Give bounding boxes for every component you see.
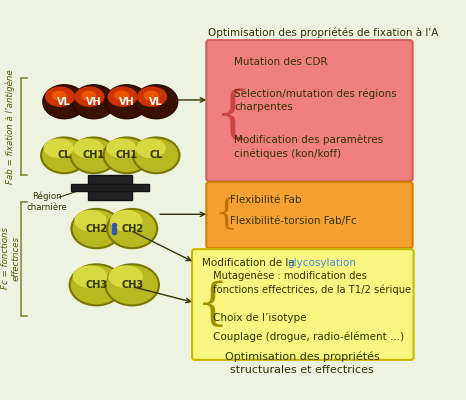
FancyBboxPatch shape <box>206 40 412 181</box>
Ellipse shape <box>137 86 167 107</box>
Text: Couplage (drogue, radio-élément ...): Couplage (drogue, radio-élément ...) <box>212 331 404 342</box>
Ellipse shape <box>45 86 75 107</box>
Text: Modification des paramètres
cinétiques (kon/koff): Modification des paramètres cinétiques (… <box>234 134 383 159</box>
Ellipse shape <box>44 138 74 158</box>
Ellipse shape <box>43 85 86 119</box>
Ellipse shape <box>106 138 137 158</box>
Ellipse shape <box>136 138 166 158</box>
Ellipse shape <box>72 85 115 119</box>
Text: Flexibilité Fab: Flexibilité Fab <box>230 195 302 205</box>
FancyBboxPatch shape <box>206 182 412 248</box>
Text: glycosylation: glycosylation <box>288 258 356 268</box>
Text: Optimisation des propriétés
structurales et effectrices: Optimisation des propriétés structurales… <box>225 352 379 375</box>
Text: Fab = fixation à l’antigène: Fab = fixation à l’antigène <box>6 70 15 184</box>
Ellipse shape <box>81 90 96 101</box>
Text: CH3: CH3 <box>85 280 108 290</box>
Ellipse shape <box>71 209 122 248</box>
Text: Choix de l’isotype: Choix de l’isotype <box>212 313 306 323</box>
Text: VH: VH <box>119 97 135 107</box>
Ellipse shape <box>144 90 158 101</box>
Text: CL: CL <box>58 150 71 160</box>
Ellipse shape <box>105 85 148 119</box>
Ellipse shape <box>107 209 157 248</box>
Text: {: { <box>214 88 250 142</box>
Text: Fc = fonctions
effectrices: Fc = fonctions effectrices <box>1 227 21 289</box>
Text: {: { <box>214 196 237 230</box>
Text: Région
charnière: Région charnière <box>26 192 67 212</box>
Polygon shape <box>89 175 132 200</box>
Ellipse shape <box>110 210 143 232</box>
Text: Mutagenèse : modification des
fonctions effectrices, de la T1/2 sérique: Mutagenèse : modification des fonctions … <box>212 271 411 295</box>
Text: CH2: CH2 <box>121 224 143 234</box>
Text: {: { <box>197 281 228 330</box>
Ellipse shape <box>108 86 137 107</box>
Text: CH1: CH1 <box>116 150 138 160</box>
Ellipse shape <box>69 264 123 305</box>
Text: VH: VH <box>86 97 102 107</box>
Text: CH2: CH2 <box>85 224 108 234</box>
Ellipse shape <box>73 265 108 288</box>
Ellipse shape <box>103 138 150 173</box>
Text: Sélection/mutation des régions
charpentes: Sélection/mutation des régions charpente… <box>234 88 397 112</box>
Text: CH1: CH1 <box>83 150 105 160</box>
Text: Modification de la: Modification de la <box>202 258 298 268</box>
Ellipse shape <box>133 138 179 173</box>
Ellipse shape <box>105 264 159 305</box>
Text: CH3: CH3 <box>121 280 143 290</box>
Ellipse shape <box>41 138 88 173</box>
FancyBboxPatch shape <box>192 249 413 360</box>
Text: Mutation des CDR: Mutation des CDR <box>234 58 328 68</box>
Polygon shape <box>71 184 149 191</box>
Text: Flexibilité-torsion Fab/Fc: Flexibilité-torsion Fab/Fc <box>230 216 357 226</box>
Text: Optimisation des propriétés de fixation à l'A: Optimisation des propriétés de fixation … <box>208 28 439 38</box>
Ellipse shape <box>108 265 143 288</box>
Ellipse shape <box>75 86 104 107</box>
Text: VL: VL <box>57 97 71 107</box>
Ellipse shape <box>73 138 103 158</box>
Text: VL: VL <box>150 97 163 107</box>
Ellipse shape <box>52 90 67 101</box>
Ellipse shape <box>135 85 178 119</box>
Ellipse shape <box>74 210 107 232</box>
Ellipse shape <box>70 138 117 173</box>
Ellipse shape <box>114 90 129 101</box>
Text: CL: CL <box>150 150 163 160</box>
